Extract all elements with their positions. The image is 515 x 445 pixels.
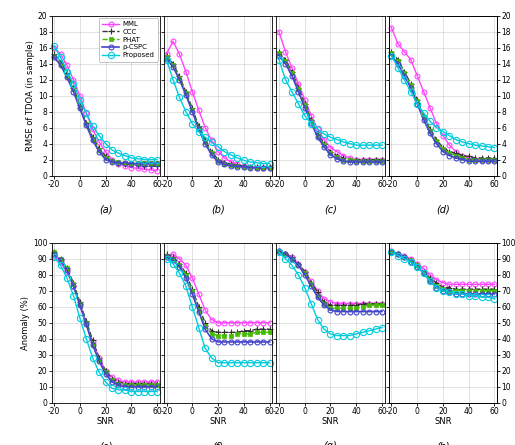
Text: (d): (d) <box>436 204 450 214</box>
Text: (h): (h) <box>436 441 450 445</box>
Text: (e): (e) <box>99 441 112 445</box>
Text: (a): (a) <box>99 204 112 214</box>
X-axis label: SNR: SNR <box>322 417 339 426</box>
Legend: MML, CCC, PHAT, ρ-CSPC, Proposed: MML, CCC, PHAT, ρ-CSPC, Proposed <box>98 18 158 61</box>
Text: (c): (c) <box>324 204 337 214</box>
X-axis label: SNR: SNR <box>434 417 452 426</box>
Y-axis label: Anomaly (%): Anomaly (%) <box>21 296 30 350</box>
Text: (g): (g) <box>323 441 337 445</box>
Text: (f): (f) <box>213 441 224 445</box>
Y-axis label: RMSE of TDOA (in sample): RMSE of TDOA (in sample) <box>26 40 35 151</box>
X-axis label: SNR: SNR <box>209 417 227 426</box>
X-axis label: SNR: SNR <box>97 417 114 426</box>
Text: (b): (b) <box>211 204 225 214</box>
